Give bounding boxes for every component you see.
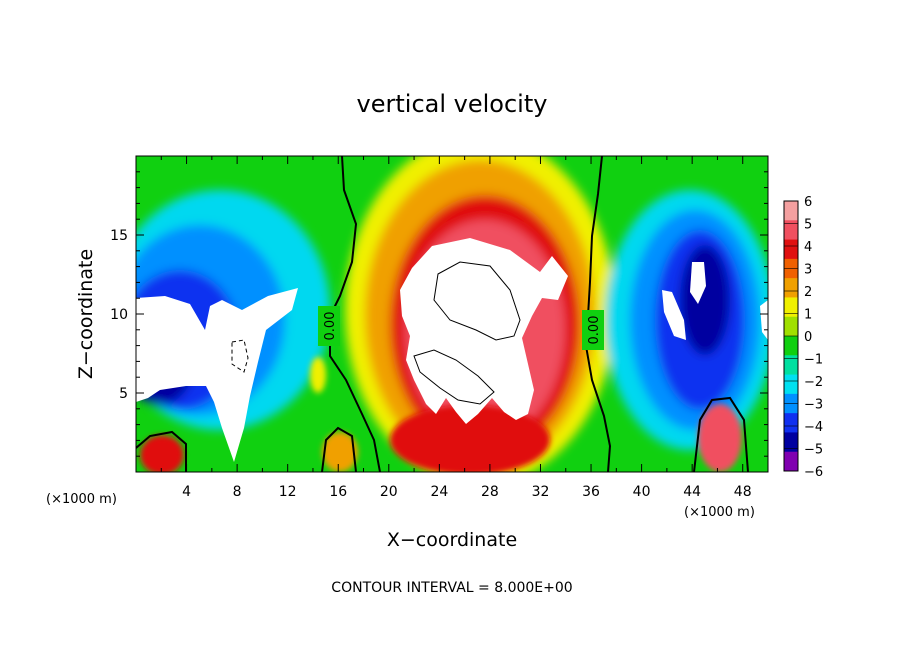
y-axis-label: Z−coordinate bbox=[75, 249, 97, 379]
cell-x2 bbox=[140, 435, 184, 472]
small-features bbox=[140, 357, 742, 472]
colorbar-label: −3 bbox=[804, 398, 823, 413]
zero-contour-cell-left bbox=[136, 430, 187, 472]
y-axis: 5 10 15 bbox=[110, 171, 768, 457]
y-tick-label: 5 bbox=[119, 386, 128, 402]
colorbar: 6 5 4 3 2 1 0 −1 −2 −3 −4 −5 −6 bbox=[783, 195, 823, 480]
colorbar-swatch bbox=[784, 432, 798, 453]
cell-x46 bbox=[698, 404, 742, 472]
colorbar-swatch bbox=[784, 201, 798, 221]
contour-label-right: 0.00 bbox=[587, 316, 602, 345]
colorbar-label: −1 bbox=[804, 353, 823, 368]
colorbar-label: 3 bbox=[804, 263, 812, 278]
x-tick-label: 12 bbox=[279, 484, 297, 500]
x-tick-label: 40 bbox=[633, 484, 651, 500]
inner-contour-upper bbox=[433, 261, 521, 341]
colorbar-swatch bbox=[784, 413, 798, 433]
colorbar-swatch bbox=[784, 316, 798, 337]
colorbar-swatch bbox=[784, 220, 798, 241]
inner-contour-lower bbox=[413, 349, 495, 405]
x-tick-label: 28 bbox=[481, 484, 499, 500]
x-tick-label: 16 bbox=[329, 484, 347, 500]
zero-contour-cell-right bbox=[693, 396, 749, 472]
colorbar-label: 5 bbox=[804, 218, 812, 233]
colorbar-label: −6 bbox=[804, 465, 823, 480]
cell-x28-base bbox=[390, 405, 550, 472]
right-saturated-blob-2 bbox=[662, 290, 686, 340]
colorbar-label: 6 bbox=[804, 195, 812, 210]
contour-label-right-bg bbox=[582, 310, 604, 350]
inner-contours bbox=[231, 261, 521, 405]
x-unit-right: (×1000 m) bbox=[684, 505, 755, 520]
x-tick-label: 44 bbox=[683, 484, 701, 500]
colorbar-label: 0 bbox=[804, 330, 812, 345]
colorbar-swatch bbox=[784, 451, 798, 472]
central-saturated-region bbox=[400, 238, 568, 424]
y-tick-label: 10 bbox=[110, 307, 128, 323]
colorbar-swatch bbox=[784, 278, 798, 298]
contour-interval-annotation: CONTOUR INTERVAL = 8.000E+00 bbox=[331, 580, 572, 596]
x-tick-label: 32 bbox=[532, 484, 550, 500]
x-tick-label: 4 bbox=[182, 484, 191, 500]
colorbar-label: 1 bbox=[804, 308, 812, 323]
x-axis: 4 8 12 16 20 24 28 32 36 40 44 48 bbox=[160, 156, 752, 500]
x-tick-label: 8 bbox=[233, 484, 242, 500]
x-tick-label: 48 bbox=[734, 484, 752, 500]
colorbar-label: 4 bbox=[804, 240, 812, 255]
colorbar-swatch bbox=[784, 374, 798, 395]
left-saturated-region bbox=[136, 288, 298, 462]
contour-label-left: 0.00 bbox=[323, 312, 338, 341]
y-tick-label: 15 bbox=[110, 228, 128, 244]
colorbar-swatch bbox=[784, 355, 798, 376]
colorbar-label: −5 bbox=[804, 443, 823, 458]
x-unit-left: (×1000 m) bbox=[46, 492, 117, 507]
x-axis-label: X−coordinate bbox=[387, 529, 517, 551]
dashed-contour-left bbox=[231, 339, 249, 373]
cell-x15 bbox=[310, 357, 326, 393]
right-downdraft-core bbox=[680, 245, 730, 355]
colorbar-label: −4 bbox=[804, 420, 823, 435]
colorbar-swatch bbox=[784, 239, 798, 260]
cell-x16 bbox=[322, 432, 358, 472]
colorbar-label: 2 bbox=[804, 285, 812, 300]
colorbar-label: −2 bbox=[804, 375, 823, 390]
right-saturated-blob-1 bbox=[690, 262, 706, 304]
x-tick-label: 20 bbox=[380, 484, 398, 500]
contour-label-left-bg bbox=[318, 306, 340, 346]
zero-contour-cell-mid bbox=[321, 426, 357, 472]
colorbar-swatch bbox=[784, 297, 798, 318]
x-tick-label: 24 bbox=[430, 484, 448, 500]
chart-title: vertical velocity bbox=[357, 90, 548, 118]
colorbar-swatch bbox=[784, 336, 798, 356]
x-tick-label: 36 bbox=[582, 484, 600, 500]
plot-field: 0.00 0.00 bbox=[136, 156, 768, 472]
contour-labels: 0.00 0.00 bbox=[318, 306, 604, 350]
